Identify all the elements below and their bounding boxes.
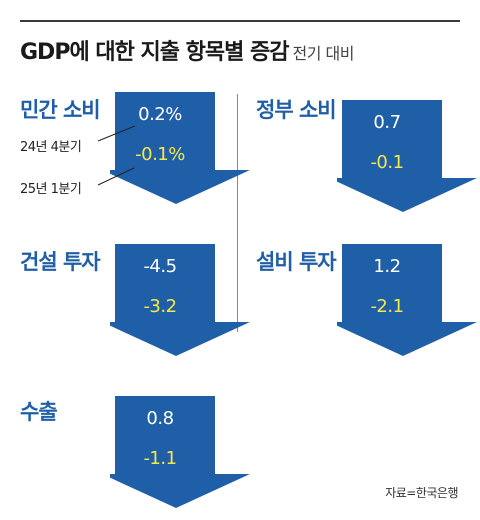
value-24q4-government-consumption: 0.7 bbox=[373, 112, 401, 133]
chart-title: GDP에 대한 지출 항목별 증감 전기 대비 bbox=[20, 34, 354, 66]
value-25q1-construction-investment: -3.2 bbox=[143, 296, 177, 317]
value-24q4-private-consumption: 0.2% bbox=[138, 104, 182, 125]
value-25q1-exports: -1.1 bbox=[143, 448, 177, 469]
value-24q4-exports: 0.8 bbox=[146, 408, 174, 429]
value-24q4-construction-investment: -4.5 bbox=[143, 256, 177, 277]
arrow-construction-investment: -4.5 -3.2 bbox=[110, 244, 250, 356]
category-label-facility-investment: 설비 투자 bbox=[256, 250, 337, 274]
category-label-government-consumption: 정부 소비 bbox=[256, 98, 337, 122]
value-25q1-government-consumption: -0.1 bbox=[370, 152, 404, 173]
category-label-exports: 수출 bbox=[20, 400, 58, 424]
value-25q1-private-consumption: -0.1% bbox=[135, 144, 185, 165]
leader-line-24q4 bbox=[97, 125, 136, 142]
down-arrow-shape bbox=[110, 92, 250, 204]
arrow-private-consumption: 0.2% -0.1% bbox=[110, 92, 250, 204]
chart-subtitle: 전기 대비 bbox=[292, 44, 354, 63]
value-24q4-facility-investment: 1.2 bbox=[373, 256, 401, 277]
category-label-construction-investment: 건설 투자 bbox=[20, 250, 101, 274]
column-divider bbox=[237, 94, 238, 332]
legend-label-24q4: 24년 4분기 bbox=[20, 140, 82, 155]
arrow-facility-investment: 1.2 -2.1 bbox=[337, 244, 477, 356]
category-label-private-consumption: 민간 소비 bbox=[20, 98, 101, 122]
down-arrow-shape bbox=[337, 100, 477, 212]
arrow-government-consumption: 0.7 -0.1 bbox=[337, 100, 477, 212]
leader-line-25q1 bbox=[97, 167, 135, 186]
title-text: GDP에 대한 지출 항목별 증감 bbox=[20, 40, 289, 65]
arrow-exports: 0.8 -1.1 bbox=[110, 396, 250, 508]
down-arrow-shape bbox=[337, 244, 477, 356]
source-note: 자료=한국은행 bbox=[385, 486, 458, 500]
top-rule bbox=[20, 20, 460, 22]
down-arrow-shape bbox=[110, 244, 250, 356]
down-arrow-shape bbox=[110, 396, 250, 508]
legend-label-25q1: 25년 1분기 bbox=[20, 182, 82, 197]
value-25q1-facility-investment: -2.1 bbox=[370, 296, 404, 317]
